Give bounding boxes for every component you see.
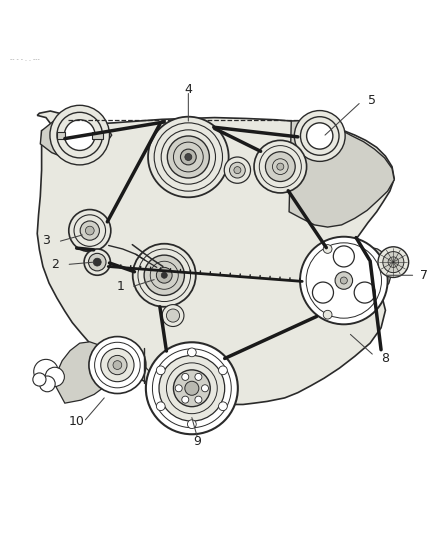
Polygon shape	[92, 132, 103, 139]
Text: 1: 1	[117, 280, 125, 293]
Circle shape	[185, 381, 199, 395]
Circle shape	[187, 420, 196, 429]
Text: 10: 10	[69, 416, 85, 429]
Circle shape	[146, 342, 238, 434]
Circle shape	[64, 120, 95, 150]
Circle shape	[388, 257, 399, 268]
Circle shape	[159, 356, 225, 421]
Circle shape	[323, 245, 332, 253]
Circle shape	[34, 359, 58, 384]
Circle shape	[156, 268, 172, 283]
Circle shape	[50, 106, 110, 165]
Circle shape	[182, 396, 189, 403]
Circle shape	[133, 244, 196, 307]
Circle shape	[39, 376, 55, 392]
Circle shape	[254, 140, 307, 193]
Circle shape	[162, 304, 184, 327]
Circle shape	[84, 249, 110, 275]
Polygon shape	[346, 247, 392, 305]
Circle shape	[378, 247, 409, 278]
Circle shape	[265, 152, 295, 182]
Circle shape	[312, 282, 333, 303]
Circle shape	[195, 374, 202, 381]
Polygon shape	[57, 132, 65, 139]
Text: 4: 4	[184, 83, 192, 95]
Circle shape	[195, 396, 202, 403]
Text: -- - - . . ---: -- - - . . ---	[10, 57, 39, 62]
Circle shape	[167, 136, 209, 178]
Text: 3: 3	[42, 233, 50, 247]
Circle shape	[156, 402, 165, 410]
Circle shape	[93, 258, 101, 266]
Circle shape	[234, 167, 241, 174]
Circle shape	[219, 366, 227, 375]
Circle shape	[161, 272, 167, 278]
Circle shape	[45, 367, 64, 386]
Circle shape	[173, 370, 210, 407]
Circle shape	[300, 237, 388, 324]
Text: 5: 5	[368, 94, 376, 107]
Circle shape	[307, 123, 333, 149]
Circle shape	[166, 309, 180, 322]
Polygon shape	[40, 112, 112, 158]
Circle shape	[144, 255, 184, 295]
Circle shape	[219, 402, 227, 410]
Circle shape	[333, 246, 354, 267]
Circle shape	[323, 310, 332, 319]
Circle shape	[85, 226, 94, 235]
Polygon shape	[37, 111, 394, 405]
Circle shape	[300, 117, 339, 155]
Circle shape	[294, 110, 345, 161]
Circle shape	[185, 154, 192, 160]
Circle shape	[108, 356, 127, 375]
Circle shape	[57, 112, 102, 158]
Circle shape	[354, 282, 375, 303]
Circle shape	[156, 366, 165, 375]
Circle shape	[88, 253, 106, 271]
Polygon shape	[289, 120, 394, 227]
Circle shape	[224, 157, 251, 183]
Circle shape	[101, 349, 134, 382]
Circle shape	[148, 117, 229, 197]
Circle shape	[277, 163, 284, 170]
Circle shape	[201, 385, 208, 392]
Circle shape	[182, 374, 189, 381]
Text: 9: 9	[193, 435, 201, 448]
Text: 2: 2	[51, 258, 59, 271]
Circle shape	[340, 277, 347, 284]
Circle shape	[335, 272, 353, 289]
Circle shape	[80, 221, 99, 240]
Text: 7: 7	[420, 269, 428, 282]
Polygon shape	[56, 342, 113, 403]
Circle shape	[69, 209, 111, 252]
Circle shape	[187, 348, 196, 357]
Circle shape	[113, 361, 122, 369]
Circle shape	[33, 373, 46, 386]
Circle shape	[89, 336, 146, 393]
Circle shape	[175, 385, 182, 392]
Circle shape	[230, 162, 245, 178]
Circle shape	[180, 149, 196, 165]
Text: 8: 8	[381, 352, 389, 365]
Circle shape	[383, 252, 404, 273]
